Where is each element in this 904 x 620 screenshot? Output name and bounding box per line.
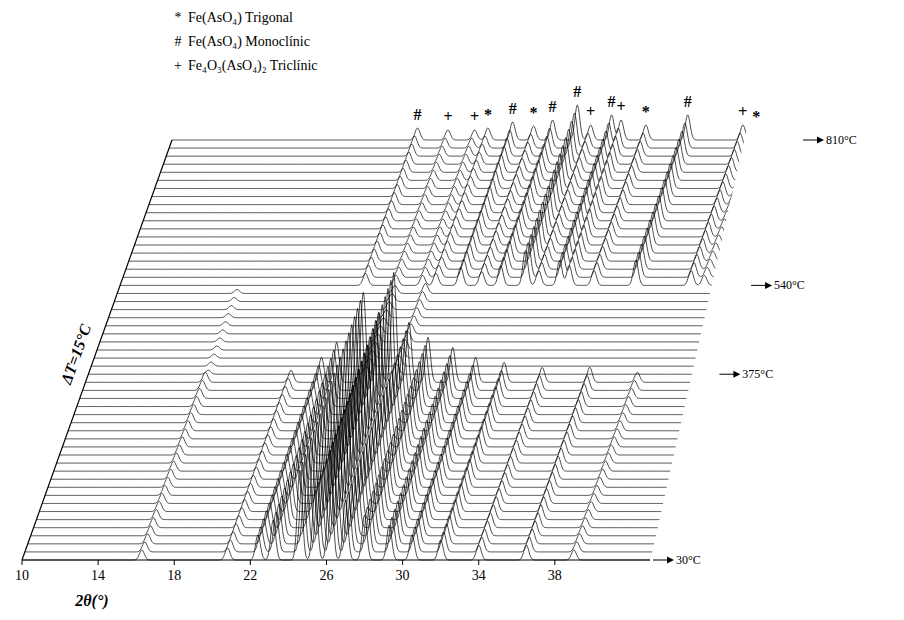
phase-marker: + bbox=[586, 103, 595, 120]
phase-marker: # bbox=[549, 98, 557, 115]
phase-marker: # bbox=[413, 106, 421, 123]
legend-symbol: * bbox=[175, 10, 182, 25]
legend-symbol: # bbox=[175, 34, 182, 49]
phase-marker: * bbox=[642, 103, 650, 120]
x-tick bbox=[98, 560, 99, 565]
phase-marker: * bbox=[752, 108, 760, 125]
phase-marker: # bbox=[509, 100, 517, 117]
x-tick-label: 30 bbox=[396, 568, 410, 583]
pattern-trace bbox=[97, 340, 725, 350]
traces bbox=[22, 105, 800, 560]
phase-marker: + bbox=[617, 98, 626, 115]
phase-marker: + bbox=[470, 108, 479, 125]
x-tick-label: 22 bbox=[243, 568, 257, 583]
x-tick-label: 26 bbox=[319, 568, 333, 583]
temperature-label: 375°C bbox=[742, 367, 773, 381]
temperature-arrow bbox=[751, 285, 766, 286]
arrow-head bbox=[765, 282, 772, 289]
phase-marker: + bbox=[443, 108, 452, 125]
phase-marker: * bbox=[530, 104, 538, 121]
pattern-trace bbox=[114, 292, 742, 302]
arrow-head bbox=[733, 371, 740, 378]
phase-marker: # bbox=[684, 93, 692, 110]
x-tick-label: 34 bbox=[472, 568, 486, 583]
pattern-trace bbox=[109, 308, 737, 318]
temperature-label: 540°C bbox=[774, 278, 805, 292]
phase-markers: #++*#*##+#+*#+* bbox=[413, 83, 760, 125]
phase-marker: # bbox=[608, 93, 616, 110]
pattern-trace bbox=[106, 316, 734, 326]
pattern-trace bbox=[91, 356, 719, 366]
x-tick bbox=[402, 560, 403, 565]
arrow-head bbox=[817, 137, 824, 144]
legend-symbol: + bbox=[174, 58, 182, 73]
pattern-trace bbox=[172, 105, 800, 140]
pattern-trace bbox=[111, 300, 739, 310]
x-tick bbox=[326, 560, 327, 565]
pattern-trace bbox=[117, 283, 745, 293]
x-ticks: 10 14 18 22 26 30 34 38 bbox=[15, 560, 562, 583]
x-tick bbox=[478, 560, 479, 565]
x-tick-label: 38 bbox=[548, 568, 562, 583]
x-tick-label: 10 bbox=[15, 568, 29, 583]
pattern-trace bbox=[100, 332, 728, 342]
phase-marker: * bbox=[484, 106, 492, 123]
temperature-arrow bbox=[653, 560, 668, 561]
chart: 10 14 18 22 26 30 34 38 2θ(°) ΔT=15°C 30°C 375°C 540… bbox=[0, 0, 904, 620]
pattern-trace bbox=[103, 324, 731, 334]
temperature-arrow bbox=[803, 140, 818, 141]
phase-marker: + bbox=[738, 103, 747, 120]
x-tick bbox=[22, 560, 23, 565]
x-tick-label: 18 bbox=[167, 568, 181, 583]
y-axis-title: ΔT=15°C bbox=[57, 322, 94, 387]
x-tick-label: 14 bbox=[91, 568, 105, 583]
pattern-trace bbox=[88, 364, 716, 374]
phase-marker: # bbox=[573, 83, 581, 100]
x-tick bbox=[250, 560, 251, 565]
x-axis-title: 2θ(°) bbox=[74, 592, 108, 610]
pattern-trace bbox=[25, 442, 653, 552]
temperature-label: 30°C bbox=[676, 553, 701, 567]
legend-label: Fe₄O₃(AsO₄)₂ Triclínic bbox=[188, 58, 318, 74]
x-tick bbox=[554, 560, 555, 565]
temperature-arrow bbox=[719, 374, 734, 375]
legend-label: Fe(AsO₄) Monoclínic bbox=[188, 34, 310, 50]
legend: * Fe(AsO₄) Trigonal # Fe(AsO₄) Monoclínic + F… bbox=[174, 10, 318, 74]
pattern-trace bbox=[94, 348, 722, 358]
x-tick bbox=[174, 560, 175, 565]
temperature-labels: 30°C 375°C 540°C 810°C bbox=[653, 133, 857, 567]
temperature-label: 810°C bbox=[826, 133, 857, 147]
arrow-head bbox=[667, 557, 674, 564]
legend-label: Fe(AsO₄) Trigonal bbox=[188, 10, 293, 26]
